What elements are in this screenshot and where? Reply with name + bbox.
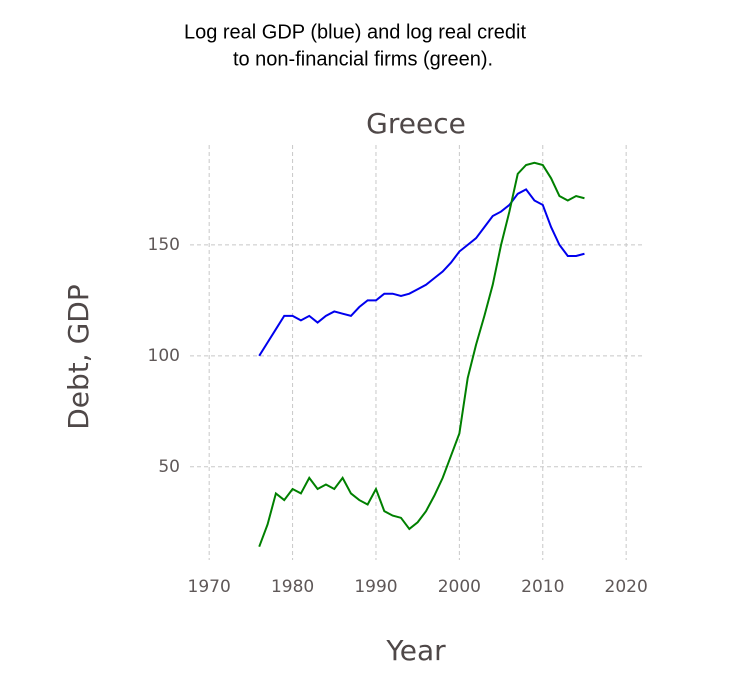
caption-line: Log real GDP (blue) and log real credit — [184, 21, 526, 43]
x-tick-label: 1970 — [188, 577, 231, 597]
y-tick-label: 50 — [158, 457, 180, 477]
x-tick-label: 2020 — [605, 577, 648, 597]
x-axis-label: Year — [385, 634, 446, 667]
x-tick-label: 1980 — [271, 577, 314, 597]
x-tick-label: 2010 — [521, 577, 564, 597]
chart-title: Greece — [366, 107, 466, 140]
y-tick-label: 150 — [148, 235, 180, 255]
y-axis-label: Debt, GDP — [62, 284, 95, 429]
data-line — [258, 161, 585, 548]
caption-line: to non-financial firms (green). — [233, 48, 493, 70]
data-line — [258, 188, 585, 357]
x-tick-label: 2000 — [438, 577, 481, 597]
x-tick-label: 1990 — [354, 577, 397, 597]
y-tick-label: 100 — [148, 346, 180, 366]
